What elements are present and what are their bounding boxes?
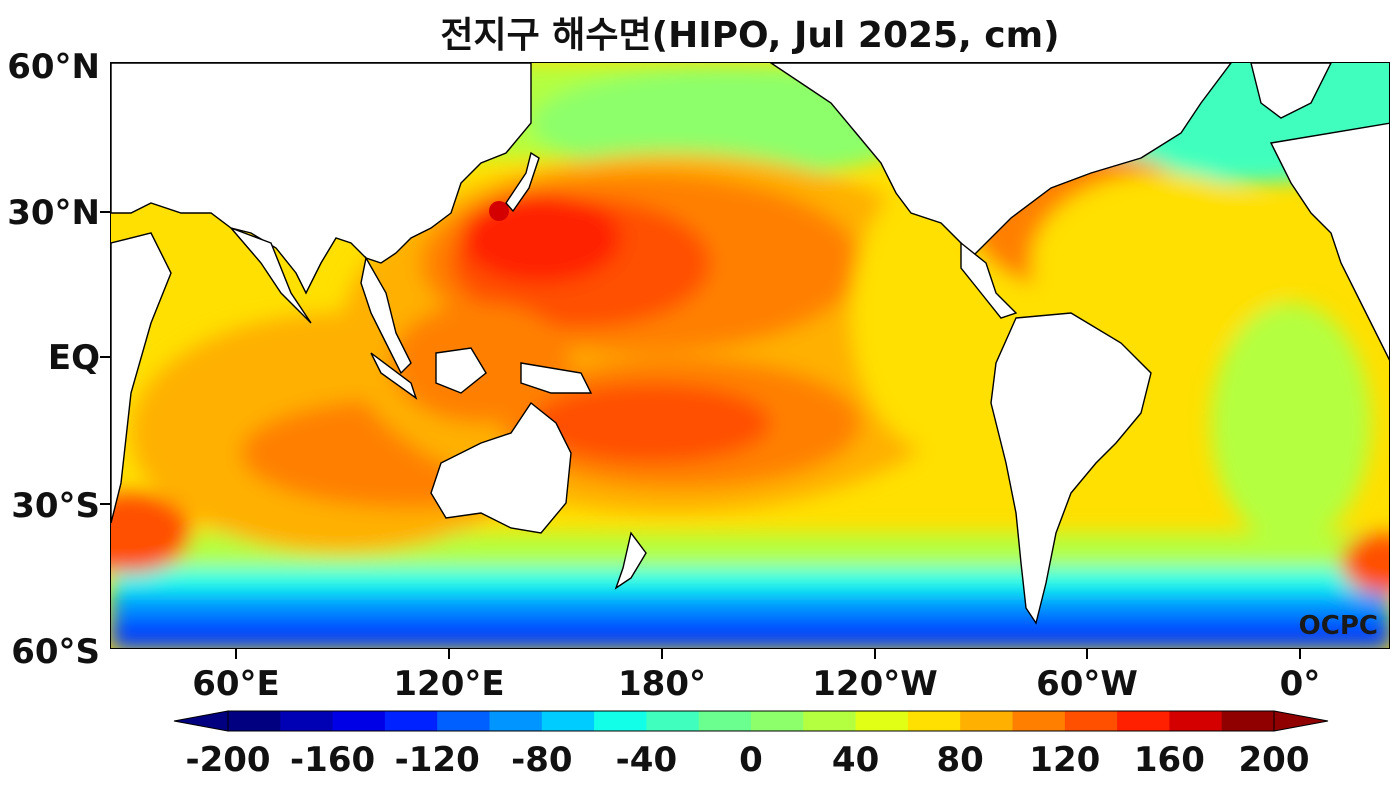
colorbar-segment — [594, 711, 647, 731]
new-guinea — [520, 362, 593, 394]
y-label-eq: EQ — [47, 338, 100, 378]
sumatra — [370, 352, 418, 400]
x-label-120e: 120°E — [393, 664, 505, 704]
x-label-0: 0° — [1279, 664, 1321, 704]
colorbar-segment — [803, 711, 857, 731]
australia — [430, 401, 572, 534]
x-tick-120e — [448, 649, 450, 659]
colorbar-tick-label: 40 — [831, 740, 880, 780]
new-zealand — [614, 531, 647, 590]
x-tick-120w — [874, 649, 876, 659]
map-title: 전지구 해수면(HIPO, Jul 2025, cm) — [440, 15, 1060, 56]
japan — [505, 151, 540, 213]
x-label-60e: 60°E — [192, 664, 280, 704]
colorbar-extend-min — [173, 710, 229, 732]
colorbar-segment — [646, 711, 700, 731]
ocpc-watermark: OCPC — [1298, 611, 1378, 641]
india-peninsula — [230, 227, 312, 324]
x-label-120w: 120°W — [812, 664, 938, 704]
colorbar-segment — [228, 711, 281, 731]
colorbar-segment — [489, 711, 543, 731]
y-tick-30s — [100, 503, 110, 505]
colorbar-tick-label: -80 — [511, 740, 573, 780]
colorbar — [173, 710, 1329, 732]
colorbar-segment — [1064, 711, 1118, 731]
y-label-60n: 60°N — [7, 47, 100, 87]
colorbar-segment — [280, 711, 334, 731]
colorbar-tick-label: 160 — [1133, 740, 1205, 780]
x-tick-0 — [1299, 649, 1301, 659]
colorbar-tick-label: -120 — [394, 740, 480, 780]
x-tick-60e — [235, 649, 237, 659]
europe-africa — [1269, 122, 1389, 361]
colorbar-segment — [1117, 711, 1170, 731]
y-tick-30n — [100, 211, 110, 213]
africa-coast — [111, 232, 172, 524]
colorbar-segment — [907, 711, 961, 731]
colorbar-segment — [1221, 711, 1275, 731]
x-label-180: 180° — [618, 664, 706, 704]
colorbar-segment — [1012, 711, 1066, 731]
colorbar-tick-label: 120 — [1029, 740, 1101, 780]
colorbar-tick-label: -40 — [615, 740, 678, 780]
colorbar-tick-label: 80 — [936, 740, 984, 780]
south-america — [990, 312, 1152, 625]
colorbar-segment — [698, 711, 752, 731]
indochina — [360, 256, 412, 375]
central-america — [960, 241, 1018, 319]
colorbar-segment — [751, 711, 804, 731]
greenland — [1250, 63, 1332, 119]
colorbar-segment — [437, 711, 490, 731]
colorbar-segment — [541, 711, 595, 731]
colorbar-tick-label: 0 — [739, 740, 763, 780]
colorbar-segment — [855, 711, 909, 731]
colorbar-segment — [960, 711, 1013, 731]
y-label-60s: 60°S — [11, 632, 100, 672]
y-tick-eq — [100, 356, 110, 358]
colorbar-segment — [332, 711, 386, 731]
colorbar-tick-label: 200 — [1238, 740, 1310, 780]
colorbar-tick-label: -200 — [185, 740, 271, 780]
y-label-30n: 30°N — [7, 193, 100, 233]
colorbar-extend-max — [1273, 710, 1329, 732]
colorbar-tick-label: -160 — [290, 740, 376, 780]
borneo — [435, 347, 487, 394]
colorbar-border — [227, 710, 1275, 732]
land-masses — [111, 63, 1389, 625]
sea-level-field — [111, 63, 1389, 648]
x-label-60w: 60°W — [1036, 664, 1138, 704]
colorbar-segment — [1169, 711, 1223, 731]
y-label-30s: 30°S — [11, 486, 100, 526]
asia-landmass — [111, 63, 532, 295]
sea-level-map — [110, 62, 1390, 649]
kuroshio-max-spot — [489, 201, 509, 221]
x-tick-60w — [1086, 649, 1088, 659]
colorbar-segment — [384, 711, 438, 731]
x-tick-180 — [661, 649, 663, 659]
